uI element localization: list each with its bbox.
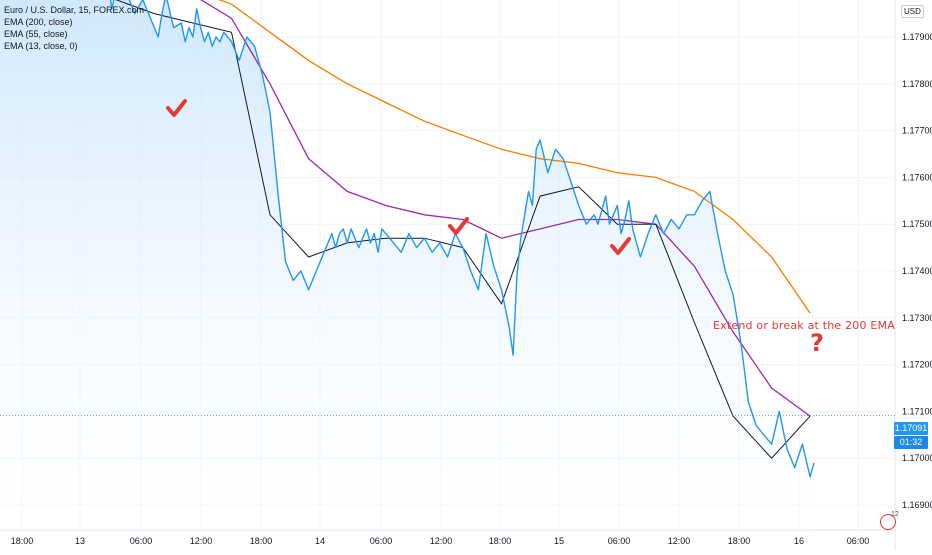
x-tick-label: 18:00 [489,536,512,546]
legend-ema-13[interactable]: EMA (13, close, 0) [4,41,78,51]
ema-200-line [218,0,811,314]
x-tick-label: 16 [794,536,804,546]
y-tick-label: 1.17700 [902,126,932,136]
check-mark-icon [448,217,469,235]
y-tick-label: 1.17900 [902,32,932,42]
y-tick-label: 1.17800 [902,79,932,89]
x-tick-label: 06:00 [370,536,393,546]
ema-55-line [200,0,811,417]
x-tick-label: 12:00 [668,536,691,546]
ema-13-line [115,0,811,459]
question-mark: ? [810,329,824,357]
x-tick-label: 18:00 [728,536,751,546]
legend-ema-55[interactable]: EMA (55, close) [4,29,68,39]
annotation-text: Extend or break at the 200 EMA [713,319,895,332]
x-tick-label: 13 [75,536,85,546]
y-tick-label: 1.17100 [902,406,932,416]
check-mark-icon [610,237,631,255]
check-mark-icon [166,99,187,117]
legend-ema-200[interactable]: EMA (200, close) [4,17,73,27]
y-tick-label: 1.17200 [902,360,932,370]
x-tick-label: 06:00 [847,536,870,546]
x-tick-label: 15 [554,536,564,546]
last-price-tag: 1.17091 [894,422,928,435]
x-tick-label: 12:00 [190,536,213,546]
y-tick-label: 1.17500 [902,219,932,229]
x-tick-label: 18:00 [11,536,34,546]
currency-label[interactable]: USD [901,5,924,18]
legend-symbol[interactable]: Euro / U.S. Dollar, 15, FOREX.com [4,5,145,15]
countdown-tag: 01:32 [894,436,928,449]
logo-badge-number: 12 [891,511,899,518]
price-line [109,0,815,478]
y-tick-label: 1.17300 [902,313,932,323]
y-tick-label: 1.17000 [902,453,932,463]
price-area-fill [0,0,814,530]
x-tick-label: 18:00 [250,536,273,546]
x-tick-label: 06:00 [608,536,631,546]
y-tick-label: 1.17400 [902,266,932,276]
chart-legend: Euro / U.S. Dollar, 15, FOREX.com EMA (2… [4,4,144,52]
y-tick-label: 1.16900 [902,500,932,510]
y-tick-label: 1.17600 [902,172,932,182]
x-tick-label: 12:00 [430,536,453,546]
tradingview-logo-icon[interactable] [880,514,896,530]
x-tick-label: 06:00 [130,536,153,546]
x-tick-label: 14 [315,536,325,546]
